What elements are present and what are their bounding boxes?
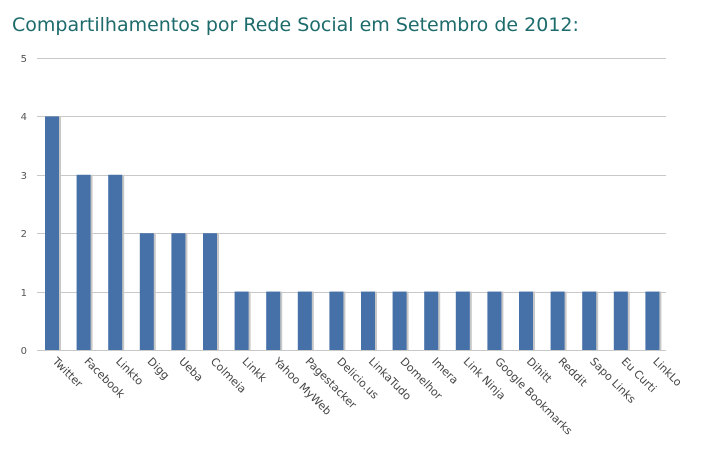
bar-eu-curti [613, 291, 628, 350]
bar-facebook [76, 174, 91, 350]
bar-domelhor [392, 291, 407, 350]
chart-title: Compartilhamentos por Rede Social em Set… [12, 14, 579, 36]
y-tick-label: 5 [21, 54, 27, 65]
y-tick-label: 2 [21, 229, 27, 240]
bar-sapo-links [582, 291, 597, 350]
x-tick-label: Ueba [176, 355, 205, 384]
bar-delicio-us [329, 291, 344, 350]
y-tick-label: 4 [21, 112, 27, 123]
bar-linklo [645, 291, 660, 350]
bar-twitter [45, 116, 59, 351]
x-tick-label: Reddit [555, 355, 590, 390]
bar-imera [424, 291, 439, 350]
bar-linkatudo [361, 291, 375, 350]
bar-yahoo-myweb [266, 291, 281, 350]
bar-google-bookmarks [487, 291, 502, 350]
bar-ueba [171, 233, 186, 350]
bar-reddit [550, 291, 565, 350]
y-tick-label: 3 [21, 171, 27, 182]
bar-pagestacker [297, 291, 312, 350]
bar-colmeia [203, 233, 217, 350]
bar-dihitt [519, 291, 533, 350]
bar-link-ninja [455, 291, 470, 350]
y-tick-label: 0 [21, 346, 27, 357]
x-tick-label: Digg [145, 355, 172, 382]
x-tick-label: Twitter [49, 354, 85, 390]
bar-digg [139, 233, 154, 350]
y-tick-label: 1 [21, 288, 27, 299]
x-tick-label: Yahoo MyWeb [270, 354, 334, 418]
bar-linkto [108, 174, 123, 350]
bar-linkk [234, 291, 249, 350]
